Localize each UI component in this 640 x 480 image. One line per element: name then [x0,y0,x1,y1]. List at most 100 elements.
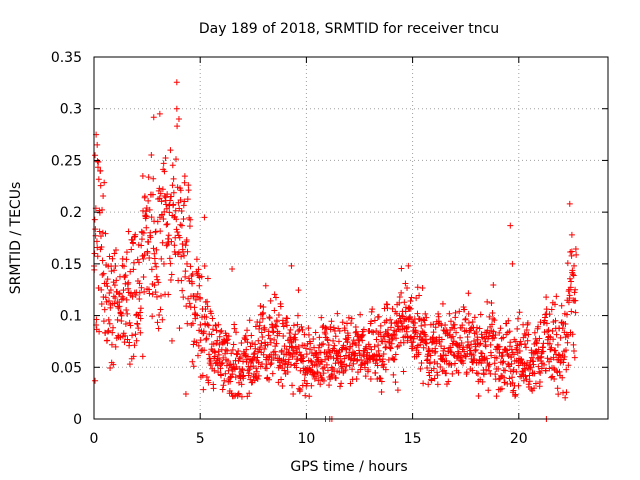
data-point [267,361,274,368]
data-point [520,377,527,384]
data-point [238,393,245,400]
data-point [254,354,261,361]
data-point [471,314,478,321]
data-point [139,353,146,360]
data-point [96,328,103,335]
data-point [446,331,453,338]
data-point [417,341,424,348]
data-point [184,196,191,203]
data-point [200,386,207,393]
data-point [541,329,548,336]
data-point [125,228,132,235]
data-point [136,296,143,302]
data-point [536,335,543,342]
data-point [157,228,164,235]
data-point [302,345,309,352]
data-point [430,334,437,341]
data-point [550,336,557,343]
data-point [571,262,578,269]
data-point [278,376,285,383]
data-point [272,322,279,329]
data-point [570,341,577,348]
data-point [260,303,267,310]
data-point [505,317,512,324]
data-point [380,351,387,358]
data-point [171,242,178,249]
data-point [343,346,350,353]
data-point [493,393,500,400]
data-point [474,336,481,343]
data-point [106,298,113,305]
data-point [552,347,559,354]
data-point [111,267,118,274]
data-point [532,380,539,387]
data-point [514,315,521,322]
data-point [195,266,202,273]
data-point [474,334,481,341]
data-point [385,332,392,339]
data-point [396,299,403,306]
data-point [229,266,236,273]
data-point [217,328,224,335]
y-tick-label: 0.35 [51,50,82,66]
data-point [149,313,156,320]
data-point [306,393,313,400]
data-point [476,341,483,348]
grid-lines [94,57,608,419]
data-point [490,315,497,322]
data-point [295,327,302,334]
data-point [95,176,102,183]
data-point [122,332,129,339]
data-point [138,236,145,243]
data-point [531,385,538,392]
data-point [92,377,99,384]
data-point [123,256,130,263]
data-point [431,375,438,382]
data-point [203,374,210,381]
data-point [109,255,116,262]
y-tick-label: 0.1 [60,309,82,325]
data-point [423,336,430,343]
data-point [572,286,579,293]
data-point [528,354,535,361]
data-point [229,371,236,378]
data-point [423,314,430,321]
data-point [469,318,476,325]
data-point [168,238,175,245]
data-point [180,202,187,209]
data-point [249,340,256,347]
data-point [251,350,258,357]
data-point [387,324,394,331]
data-point [365,366,372,373]
data-point [352,351,359,358]
data-point [469,367,476,374]
data-point [538,365,545,372]
data-point [359,337,366,344]
data-point [336,328,343,335]
data-point [553,331,560,338]
data-point [526,378,533,385]
data-point [125,279,132,286]
data-point [443,357,450,364]
data-point [303,351,310,358]
data-point [145,174,152,181]
data-point [270,329,277,336]
data-point [414,310,421,317]
data-point [550,354,557,361]
data-point [518,357,525,364]
data-point [476,356,483,363]
data-point [495,376,502,383]
data-point [248,332,255,339]
data-point [209,315,216,322]
data-point [151,250,158,257]
data-point [272,351,279,358]
data-point [470,352,477,359]
data-point [235,348,242,355]
data-point [255,372,262,379]
data-point [201,262,208,269]
data-point [566,292,573,299]
data-point [130,266,137,273]
data-point [398,265,405,272]
data-point [153,263,160,270]
data-point [116,303,123,310]
